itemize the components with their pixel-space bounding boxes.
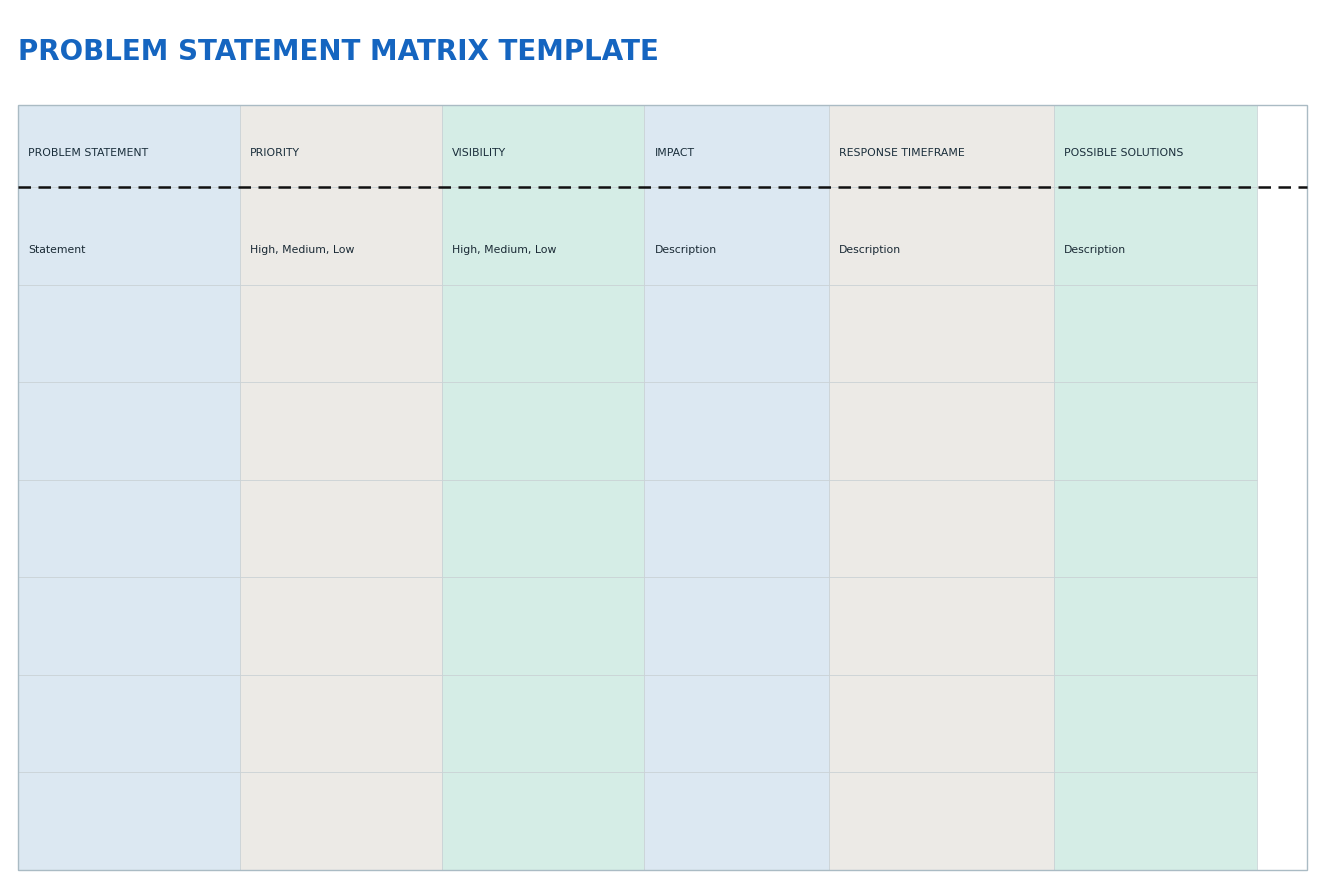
Bar (443, 773, 644, 870)
Bar (644, 480, 828, 577)
Text: High, Medium, Low: High, Medium, Low (249, 245, 354, 256)
Text: PROBLEM STATEMENT: PROBLEM STATEMENT (28, 147, 148, 157)
Bar (828, 480, 1055, 577)
Text: POSSIBLE SOLUTIONS: POSSIBLE SOLUTIONS (1064, 147, 1183, 157)
Bar (19, 773, 240, 870)
Bar (1055, 675, 1256, 773)
Bar (1055, 577, 1256, 675)
Bar (19, 577, 240, 675)
Bar (240, 773, 443, 870)
Bar (644, 675, 828, 773)
Text: RESPONSE TIMEFRAME: RESPONSE TIMEFRAME (839, 147, 965, 157)
Bar (1055, 284, 1256, 382)
Bar (240, 105, 443, 187)
Bar (828, 284, 1055, 382)
Bar (19, 187, 240, 284)
Bar (443, 480, 644, 577)
Bar (19, 675, 240, 773)
Bar (443, 187, 644, 284)
Bar (828, 105, 1055, 187)
Bar (19, 105, 240, 187)
Bar (828, 675, 1055, 773)
Bar (240, 187, 443, 284)
Bar (828, 382, 1055, 480)
Text: Description: Description (1064, 245, 1126, 256)
Text: PRIORITY: PRIORITY (249, 147, 299, 157)
Bar (240, 577, 443, 675)
Bar (1055, 382, 1256, 480)
Text: PROBLEM STATEMENT MATRIX TEMPLATE: PROBLEM STATEMENT MATRIX TEMPLATE (19, 38, 659, 66)
Bar (1055, 105, 1256, 187)
Bar (443, 105, 644, 187)
Bar (240, 480, 443, 577)
Text: VISIBILITY: VISIBILITY (452, 147, 506, 157)
Bar (19, 480, 240, 577)
Bar (443, 577, 644, 675)
Text: Description: Description (655, 245, 717, 256)
Bar (828, 773, 1055, 870)
Bar (644, 187, 828, 284)
Bar (443, 382, 644, 480)
Bar (19, 105, 1306, 870)
Bar (644, 577, 828, 675)
Bar (19, 284, 240, 382)
Text: IMPACT: IMPACT (655, 147, 694, 157)
Bar (828, 577, 1055, 675)
Bar (240, 675, 443, 773)
Bar (1055, 187, 1256, 284)
Bar (1055, 773, 1256, 870)
Text: Statement: Statement (28, 245, 85, 256)
Bar (644, 284, 828, 382)
Bar (828, 187, 1055, 284)
Bar (1055, 480, 1256, 577)
Bar (19, 382, 240, 480)
Text: High, Medium, Low: High, Medium, Low (452, 245, 556, 256)
Bar (443, 284, 644, 382)
Bar (240, 382, 443, 480)
Bar (443, 675, 644, 773)
Bar (644, 382, 828, 480)
Bar (644, 105, 828, 187)
Text: Description: Description (839, 245, 901, 256)
Bar (240, 284, 443, 382)
Bar (644, 773, 828, 870)
